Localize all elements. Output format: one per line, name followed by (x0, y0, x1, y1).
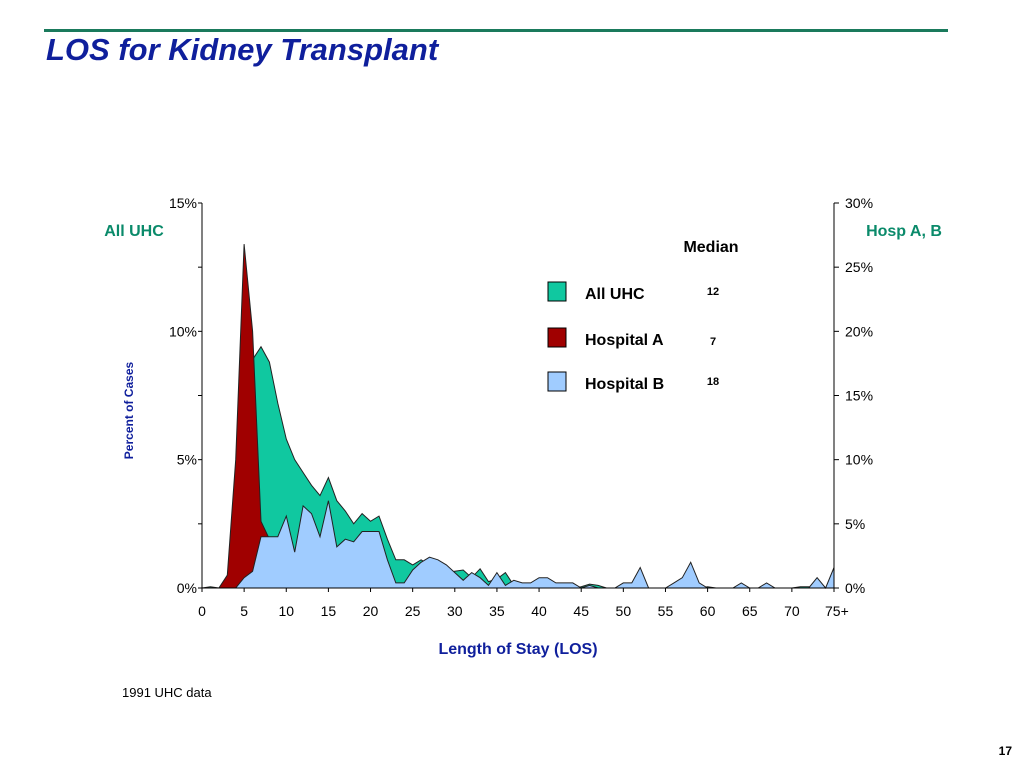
legend-swatch (547, 371, 567, 392)
x-tick-label: 45 (573, 603, 589, 619)
x-tick-label: 70 (784, 603, 800, 619)
right-tick-label: 25% (845, 259, 873, 275)
right-tick-label: 20% (845, 323, 873, 339)
left-tick-label: 10% (169, 323, 197, 339)
legend-entry-label: Hospital A (585, 332, 664, 349)
page-number: 17 (998, 744, 1012, 758)
y-axis-title: Percent of Cases (122, 361, 136, 459)
right-axis-series-label: Hosp A, B (866, 223, 942, 240)
x-tick-label: 40 (531, 603, 547, 619)
x-tick-label: 10 (278, 603, 294, 619)
legend-entry-median: 12 (707, 286, 719, 298)
legend-entry-median: 7 (710, 336, 716, 348)
legend-entry-median: 18 (707, 376, 719, 388)
x-tick-label: 60 (700, 603, 716, 619)
axes-layer: 0% 5% 10% 15% 0% 5% 10% 15% 20% 25% 30% 0 5 10 15 20 25 3… (104, 195, 942, 658)
x-tick-label: 55 (658, 603, 674, 619)
legend-median-header: Median (683, 239, 738, 256)
left-tick-label: 15% (169, 195, 197, 211)
right-tick-label: 30% (845, 195, 873, 211)
footnote: 1991 UHC data (122, 685, 212, 700)
title-rule (44, 29, 948, 32)
legend-entry-label: Hospital B (585, 376, 664, 393)
legend-swatch (547, 281, 567, 302)
x-tick-label: 20 (363, 603, 379, 619)
left-axis-series-label: All UHC (104, 223, 164, 240)
legend-swatch (547, 327, 567, 348)
x-tick-label: 0 (198, 603, 206, 619)
x-tick-label: 5 (240, 603, 248, 619)
x-tick-label: 75+ (825, 603, 849, 619)
x-tick-label: 50 (616, 603, 632, 619)
x-tick-label: 65 (742, 603, 758, 619)
right-tick-label: 10% (845, 452, 873, 468)
x-tick-label: 30 (447, 603, 463, 619)
slide-title: LOS for Kidney Transplant (46, 32, 439, 67)
x-tick-label: 15 (321, 603, 337, 619)
area-layer (201, 244, 835, 589)
legend-entry-label: All UHC (585, 286, 645, 303)
series-area-hospital-b (202, 500, 835, 589)
x-tick-label: 35 (489, 603, 505, 619)
chart-legend: Median All UHC 12 Hospital A 7 Hospital B 18 (547, 239, 739, 393)
x-axis-title: Length of Stay (LOS) (438, 641, 597, 658)
left-tick-label: 5% (177, 452, 197, 468)
left-tick-label: 0% (177, 580, 197, 596)
right-tick-label: 0% (845, 580, 865, 596)
right-tick-label: 5% (845, 516, 865, 532)
x-tick-label: 25 (405, 603, 421, 619)
right-tick-label: 15% (845, 388, 873, 404)
